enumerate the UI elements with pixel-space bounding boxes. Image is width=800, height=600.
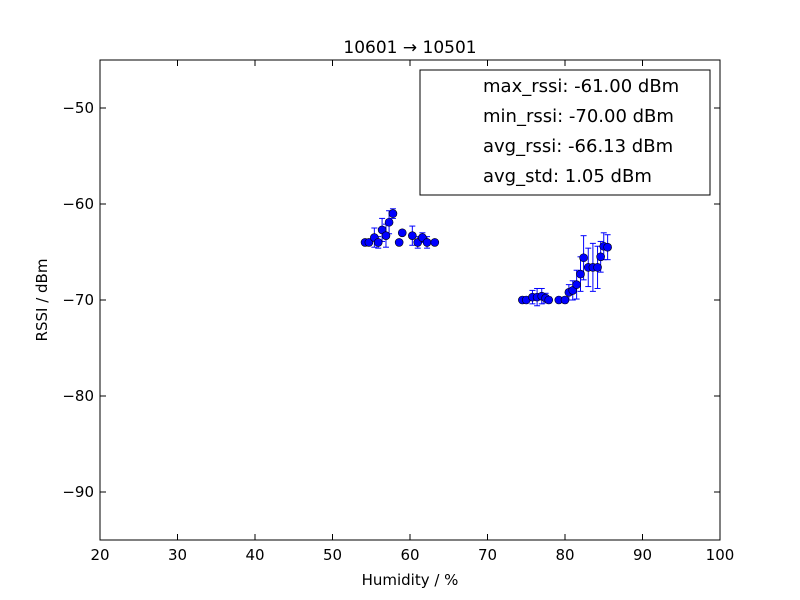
- x-tick-label: 100: [706, 546, 735, 564]
- axis-ticks: 20 30 40 50 60 70 80 90 100 −90 −80 −70 −60 −50: [62, 60, 734, 564]
- y-axis-label: RSSI / dBm: [33, 259, 51, 342]
- x-tick-label: 30: [168, 546, 187, 564]
- data-point: [388, 209, 398, 218]
- x-tick-label: 70: [478, 546, 497, 564]
- x-tick-label: 80: [555, 546, 574, 564]
- legend-max-rssi: max_rssi: -61.00 dBm: [483, 76, 679, 97]
- legend-avg-rssi: avg_rssi: -66.13 dBm: [483, 136, 673, 157]
- data-point: [422, 238, 432, 247]
- y-tick-label: −90: [62, 483, 94, 501]
- y-tick-label: −70: [62, 291, 94, 309]
- y-tick-label: −60: [62, 195, 94, 213]
- data-point: [560, 295, 570, 305]
- data-point: [603, 242, 612, 252]
- data-point: [544, 295, 554, 305]
- data-point: [381, 231, 391, 240]
- data-point: [384, 217, 394, 227]
- x-tick-label: 20: [90, 546, 109, 564]
- legend-min-rssi: min_rssi: -70.00 dBm: [483, 106, 674, 127]
- y-tick-label: −80: [62, 387, 94, 405]
- data-layer: [360, 208, 612, 307]
- y-tick-label: −50: [62, 99, 94, 117]
- data-point: [397, 228, 407, 238]
- x-tick-label: 40: [245, 546, 264, 564]
- data-point: [572, 280, 581, 289]
- data-point: [373, 238, 383, 247]
- data-point: [430, 238, 440, 247]
- legend-avg-std: avg_std: 1.05 dBm: [483, 166, 652, 187]
- data-point: [364, 238, 374, 247]
- data-point: [394, 238, 404, 247]
- data-point: [579, 253, 588, 263]
- x-tick-label: 50: [323, 546, 342, 564]
- chart-title: 10601 → 10501: [343, 38, 476, 58]
- legend-box: [419, 69, 711, 196]
- x-tick-label: 60: [400, 546, 419, 564]
- data-point: [576, 269, 585, 279]
- legend: max_rssi: -61.00 dBm min_rssi: -70.00 dB…: [419, 69, 711, 196]
- data-point: [593, 263, 602, 272]
- data-point: [408, 231, 417, 240]
- data-point: [596, 252, 605, 262]
- x-axis-label: Humidity / %: [362, 571, 459, 589]
- x-tick-label: 90: [633, 546, 652, 564]
